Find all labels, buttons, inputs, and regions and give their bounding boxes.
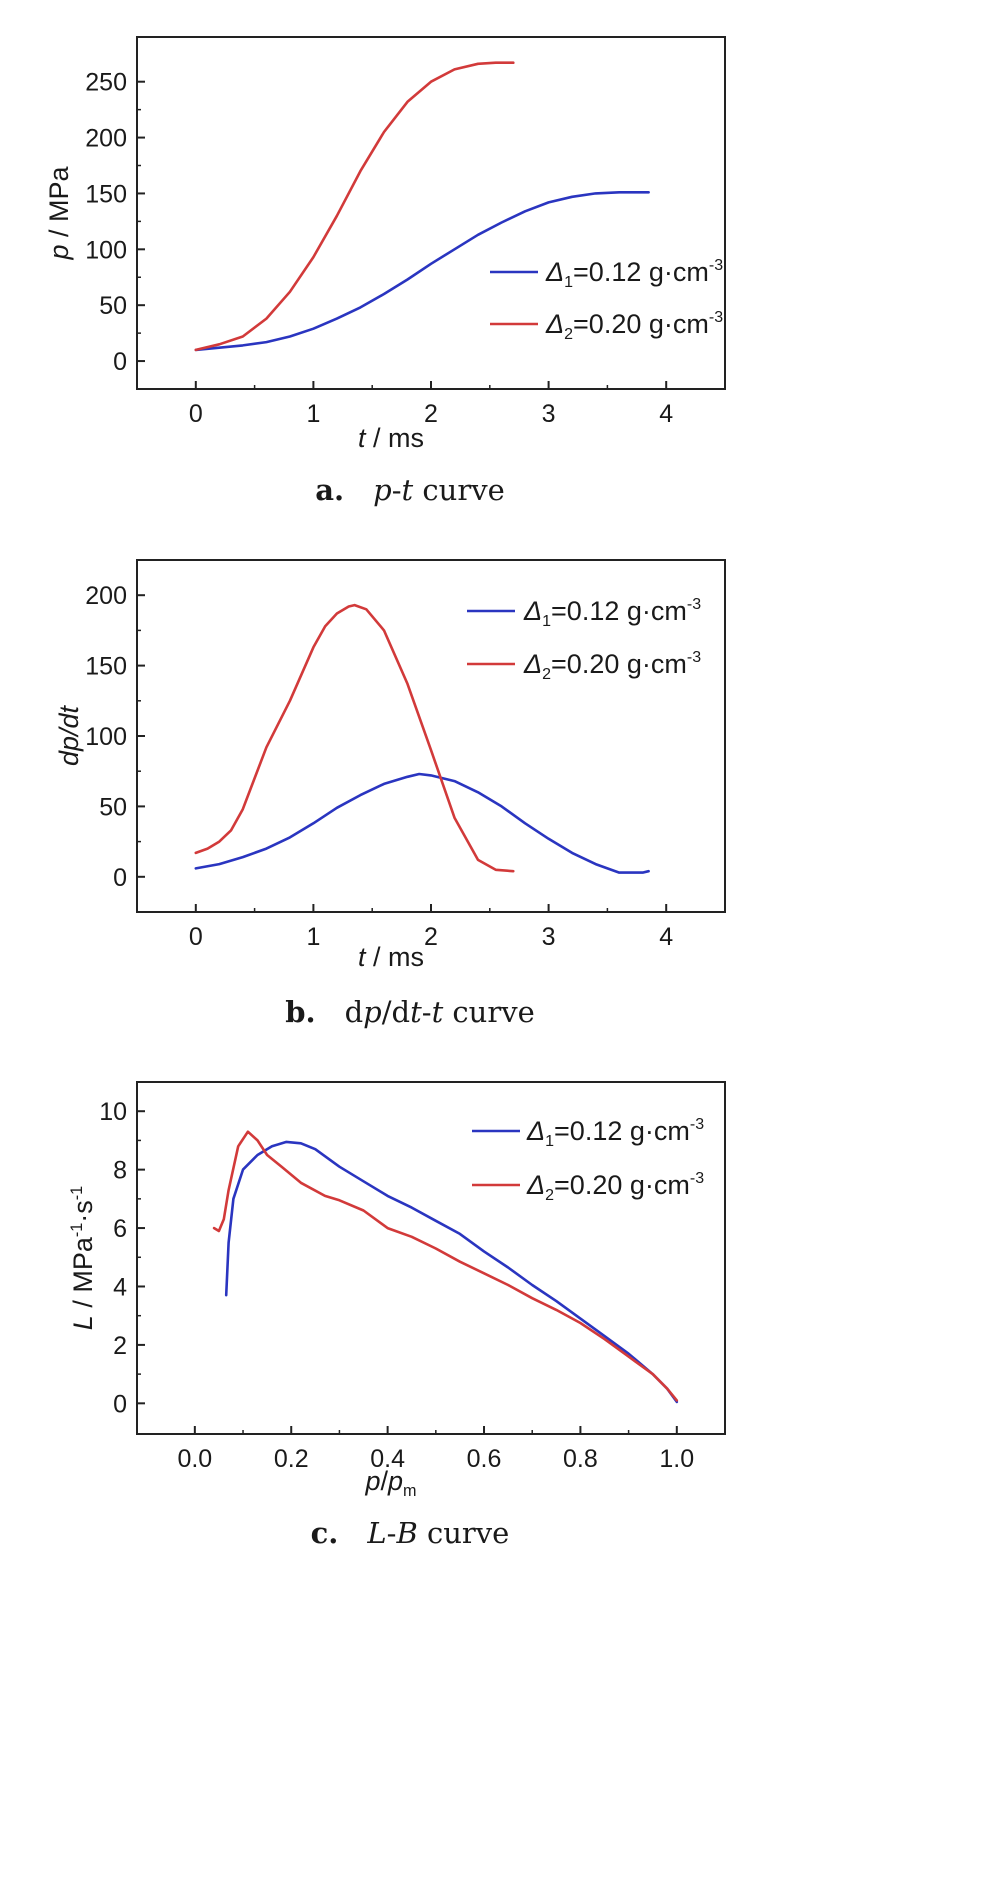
y-tick-label: 0 <box>113 864 127 892</box>
x-tick-label: 4 <box>659 400 673 428</box>
y-tick-label: 50 <box>99 292 127 320</box>
x-tick-label: 0.2 <box>274 1445 309 1473</box>
legend-label-2: Δ2=0.20 g·cm-3 <box>545 309 723 343</box>
legend-label-1: Δ1=0.12 g·cm-3 <box>526 1116 704 1150</box>
y-tick-label: 200 <box>85 125 127 153</box>
y-axis-label: p / MPa <box>44 165 74 260</box>
legend-label-2: Δ2=0.20 g·cm-3 <box>526 1170 704 1204</box>
x-tick-label: 1 <box>306 923 320 951</box>
x-tick-label: 2 <box>424 400 438 428</box>
y-tick-label: 150 <box>85 180 127 208</box>
y-tick-label: 250 <box>85 69 127 97</box>
legend-label-1: Δ1=0.12 g·cm-3 <box>523 596 701 630</box>
legend: Δ1=0.12 g·cm-3 Δ2=0.20 g·cm-3 <box>472 1116 704 1204</box>
x-tick-label: 0.8 <box>563 1445 598 1473</box>
legend-label-2: Δ2=0.20 g·cm-3 <box>523 649 701 683</box>
caption: a. p-t curve <box>315 473 504 507</box>
chart-panel-3: 0.0 0.2 0.4 0.6 0.8 1.0 0 2 4 6 8 10 p/pm​ L / MPa-1​… <box>68 1081 726 1550</box>
caption: b. dp/dt-t curve <box>285 995 535 1029</box>
y-tick-label: 2 <box>113 1332 127 1360</box>
y-tick-label: 100 <box>85 236 127 264</box>
legend: Δ1=0.12 g·cm-3 Δ2=0.20 g·cm-3 <box>490 257 723 343</box>
x-tick-label: 0 <box>189 400 203 428</box>
legend: Δ1=0.12 g·cm-3 Δ2=0.20 g·cm-3 <box>467 596 701 683</box>
series-line-2 <box>212 1130 679 1402</box>
y-tick-label: 200 <box>85 582 127 610</box>
x-tick-label: 0 <box>189 923 203 951</box>
x-tick-label: 3 <box>542 923 556 951</box>
series-line-1 <box>224 1140 679 1404</box>
y-tick-label: 0 <box>113 1390 127 1418</box>
x-tick-label: 2 <box>424 923 438 951</box>
x-axis-label: p/pm​ <box>364 1466 416 1500</box>
y-axis-label: dp/dt <box>54 704 84 766</box>
y-tick-label: 6 <box>113 1215 127 1243</box>
caption: c. L-B curve <box>311 1516 510 1550</box>
y-tick-label: 10 <box>99 1098 127 1126</box>
series-line-1 <box>194 191 650 352</box>
x-tick-label: 3 <box>542 400 556 428</box>
x-tick-label: 0.0 <box>177 1445 212 1473</box>
y-tick-label: 150 <box>85 653 127 681</box>
y-tick-label: 100 <box>85 723 127 751</box>
y-axis-label: L / MPa-1​·s-1​ <box>68 1186 98 1330</box>
y-tick-label: 8 <box>113 1157 127 1185</box>
x-axis-label: t / ms <box>358 942 424 972</box>
x-tick-label: 0.6 <box>467 1445 502 1473</box>
series-line-2 <box>194 61 515 352</box>
legend-label-1: Δ1=0.12 g·cm-3 <box>545 257 723 291</box>
y-tick-label: 0 <box>113 348 127 376</box>
chart-panel-2: 0 1 2 3 4 0 50 100 150 200 t / ms dp/dt Δ1=0.12 g·cm… <box>54 559 726 1029</box>
chart-panel-1: 0 1 2 3 4 0 50 100 150 200 250 t / ms p / MPa Δ1=0.12… <box>44 36 726 507</box>
x-axis-label: t / ms <box>358 423 424 453</box>
x-tick-label: 4 <box>659 923 673 951</box>
series-line-2 <box>194 603 515 873</box>
x-tick-label: 1 <box>306 400 320 428</box>
x-tick-label: 1.0 <box>659 1445 694 1473</box>
y-tick-label: 4 <box>113 1273 127 1301</box>
series-line-1 <box>194 772 650 874</box>
x-tick-label: 0.4 <box>370 1445 405 1473</box>
y-tick-label: 50 <box>99 793 127 821</box>
